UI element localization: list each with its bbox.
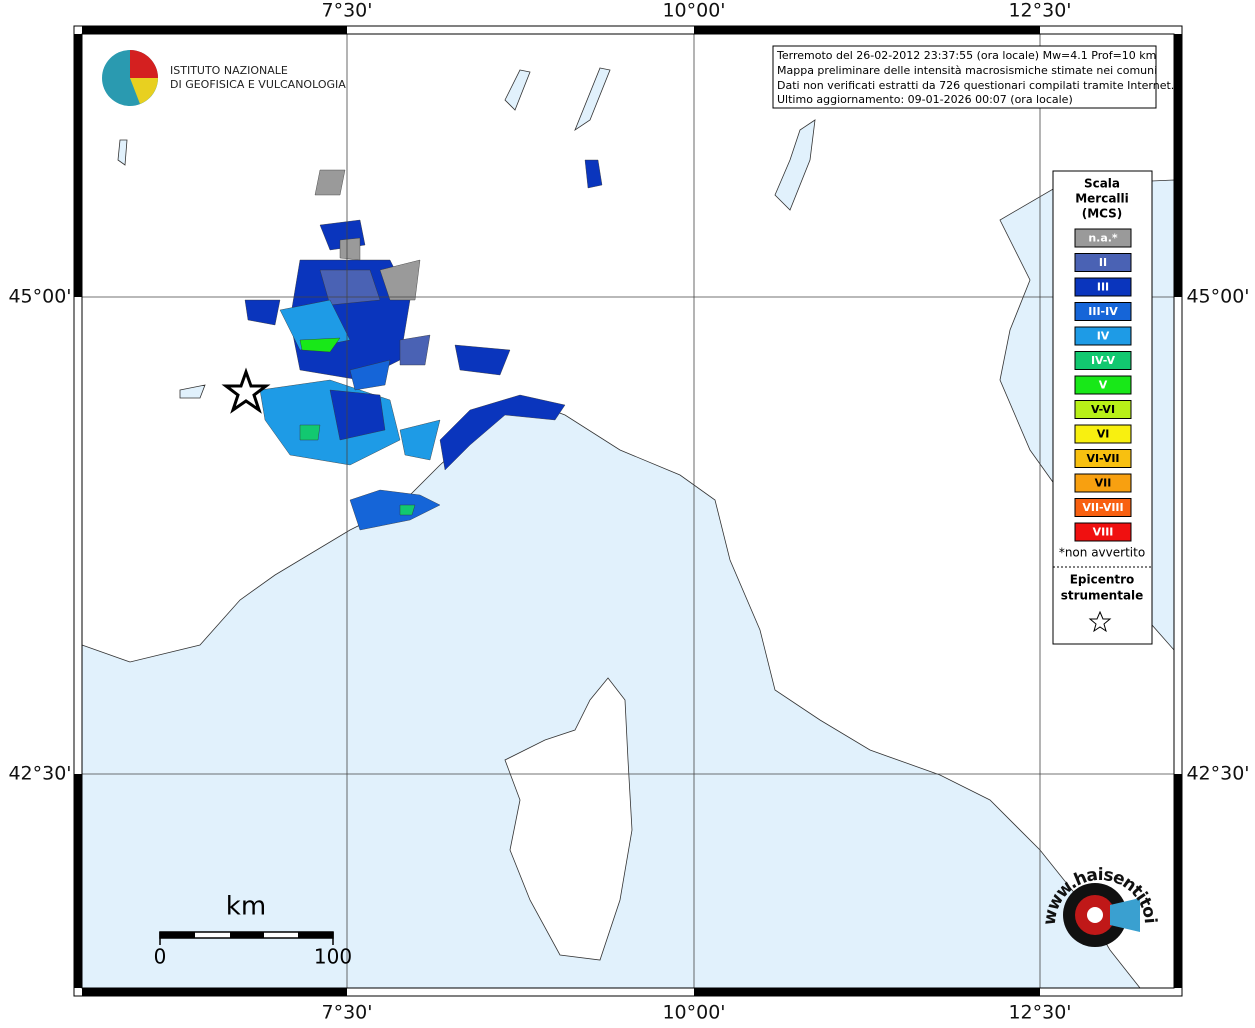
legend-label: VIII xyxy=(1093,526,1114,539)
legend-swatch xyxy=(1074,473,1132,493)
logo-line: ISTITUTO NAZIONALE xyxy=(170,64,288,77)
legend-note: *non avvertito xyxy=(1059,546,1145,560)
ingv-logo: ISTITUTO NAZIONALE DI GEOFISICA E VULCAN… xyxy=(102,50,346,106)
latitude-label: 42°30' xyxy=(1186,763,1249,785)
scale-bar: km 0 100 xyxy=(154,892,352,969)
legend-label: III-IV xyxy=(1088,305,1118,318)
legend-swatch xyxy=(1074,375,1132,395)
legend-swatch xyxy=(1074,449,1132,468)
legend-swatch xyxy=(1074,277,1132,297)
legend-swatch xyxy=(1074,424,1132,444)
legend: Scala Mercalli (MCS) *non avvertito Epic… xyxy=(1052,170,1153,645)
legend-label: n.a.* xyxy=(1088,232,1118,245)
legend-swatch xyxy=(1074,351,1132,370)
longitude-label: 12°30' xyxy=(1008,1002,1071,1024)
scale-label: 100 xyxy=(314,945,352,969)
scale-unit: km xyxy=(226,892,266,922)
legend-title: Scala xyxy=(1084,177,1120,191)
legend-swatch xyxy=(1074,498,1132,517)
graticule-labels: 7°30' 7°30' 10°00' 10°00' 12°30' 12°30' 45°00'… xyxy=(8,0,1249,1024)
frame xyxy=(73,25,1183,997)
legend-label: VI-VII xyxy=(1086,452,1119,465)
legend-label: VII xyxy=(1095,477,1112,490)
epicenter-star xyxy=(221,367,271,414)
longitude-label: 10°00' xyxy=(662,0,725,22)
legend-title: Mercalli xyxy=(1075,192,1129,206)
latitude-label: 45°00' xyxy=(1186,286,1249,308)
info-line: Terremoto del 26-02-2012 23:37:55 (ora l… xyxy=(776,49,1156,62)
legend-swatch xyxy=(1074,302,1132,321)
longitude-label: 12°30' xyxy=(1008,0,1071,22)
legend-epicenter: strumentale xyxy=(1061,589,1144,603)
legend-label: IV-V xyxy=(1091,354,1116,367)
legend-label: V-VI xyxy=(1091,403,1115,416)
scale-label: 0 xyxy=(154,945,167,969)
legend-label: VI xyxy=(1097,428,1110,441)
legend-label: IV xyxy=(1097,330,1110,343)
info-line: Ultimo aggiornamento: 09-01-2026 00:07 (… xyxy=(777,93,1073,106)
legend-swatch xyxy=(1074,522,1132,542)
legend-label: VII-VIII xyxy=(1082,501,1123,514)
legend-swatch xyxy=(1074,228,1132,248)
latitude-label: 45°00' xyxy=(8,286,71,308)
legend-epicenter: Epicentro xyxy=(1070,573,1135,587)
legend-star xyxy=(1088,610,1112,633)
info-box: Terremoto del 26-02-2012 23:37:55 (ora l… xyxy=(772,45,1174,109)
legend-label: II xyxy=(1099,256,1107,269)
latitude-label: 42°30' xyxy=(8,763,71,785)
longitude-label: 7°30' xyxy=(322,0,373,22)
legend-label: V xyxy=(1099,379,1108,392)
info-line: Mappa preliminare delle intensità macros… xyxy=(777,64,1157,77)
longitude-label: 7°30' xyxy=(322,1002,373,1024)
legend-title: (MCS) xyxy=(1082,207,1123,221)
legend-label: III xyxy=(1097,281,1109,294)
graticule xyxy=(82,34,1174,988)
info-line: Dati non verificati estratti da 726 ques… xyxy=(777,79,1174,92)
longitude-label: 10°00' xyxy=(662,1002,725,1024)
map-area xyxy=(81,34,1175,989)
legend-swatch xyxy=(1074,400,1132,419)
legend-swatch xyxy=(1074,326,1132,346)
logo-line: DI GEOFISICA E VULCANOLOGIA xyxy=(170,78,346,91)
legend-swatch xyxy=(1074,253,1132,272)
